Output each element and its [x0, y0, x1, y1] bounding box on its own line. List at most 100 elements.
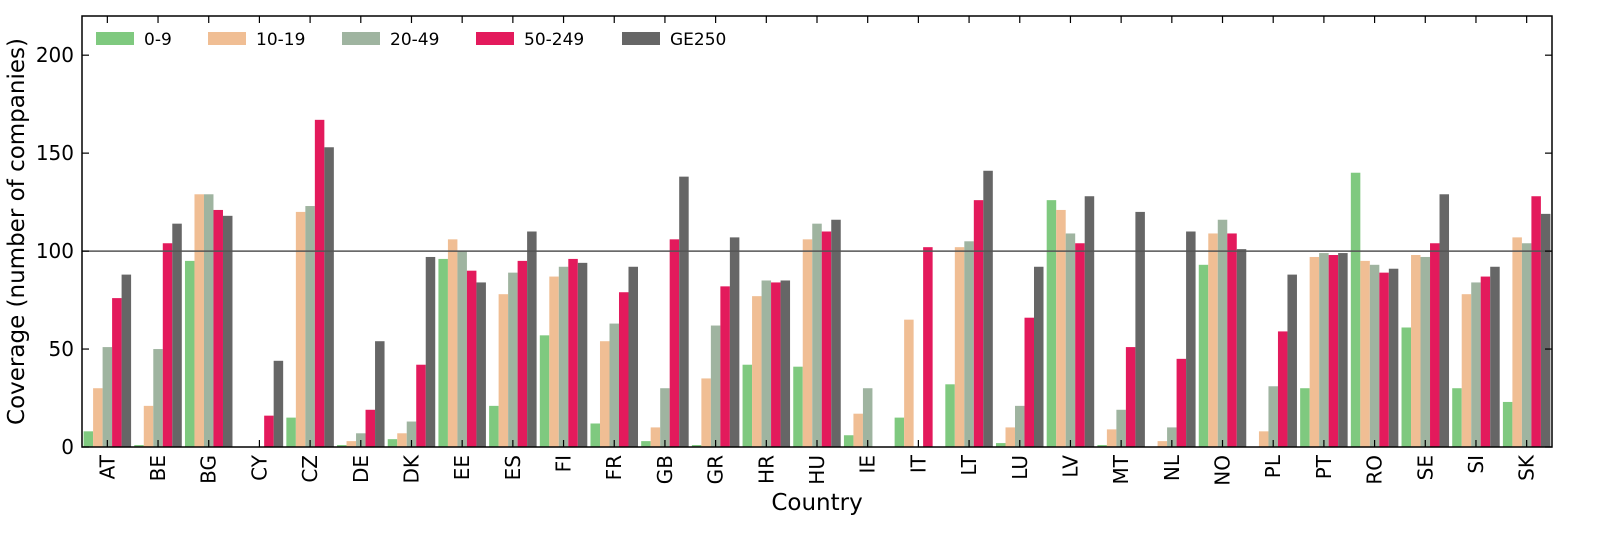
bar-BG-50-249: [213, 209, 223, 447]
bar-GR-GE250: [729, 237, 740, 447]
x-axis-title: Country: [771, 490, 862, 516]
bar-ES-10-19: [498, 294, 509, 447]
y-tick-label: 200: [36, 43, 74, 67]
bar-IT-10-19: [904, 319, 914, 447]
bar-FI-GE250: [577, 262, 588, 447]
bar-EE-50-249: [466, 270, 477, 447]
bar-ES-50-249: [517, 260, 528, 447]
x-tick-label-GR: GR: [704, 455, 728, 484]
x-tick-label-PT: PT: [1312, 454, 1336, 479]
legend-swatch-10-19: [208, 32, 246, 45]
legend-swatch-GE250: [622, 32, 660, 45]
bar-NO-50-249: [1227, 233, 1237, 447]
bar-GB-GE250: [679, 176, 689, 448]
bar-GB-50-249: [669, 239, 680, 447]
bar-RO-0-9: [1350, 172, 1361, 447]
bar-HU-GE250: [831, 219, 841, 447]
bar-NO-10-19: [1208, 233, 1218, 447]
bar-DK-10-19: [397, 433, 407, 447]
bar-FR-0-9: [590, 423, 600, 447]
bar-CZ-20-49: [305, 206, 315, 447]
bar-FR-10-19: [599, 341, 610, 447]
x-tick-label-CY: CY: [247, 454, 271, 481]
bar-RO-10-19: [1360, 260, 1370, 447]
bar-AT-GE250: [121, 274, 132, 447]
bar-GB-10-19: [650, 427, 661, 447]
x-tick-label-FI: FI: [552, 455, 576, 472]
x-tick-label-GB: GB: [653, 455, 677, 484]
bar-CZ-50-249: [314, 119, 325, 447]
bar-RO-50-249: [1379, 272, 1389, 447]
bar-LT-10-19: [954, 247, 965, 447]
bar-HR-20-49: [761, 280, 772, 447]
bar-EE-GE250: [476, 282, 486, 447]
bar-NL-20-49: [1167, 427, 1177, 447]
bar-LU-0-9: [996, 443, 1006, 447]
bar-LU-10-19: [1005, 427, 1016, 447]
bar-SI-10-19: [1461, 294, 1472, 447]
x-tick-label-EE: EE: [450, 455, 474, 480]
bar-GR-50-249: [720, 286, 730, 447]
bar-SK-20-49: [1521, 243, 1532, 447]
legend-swatch-0-9: [96, 32, 134, 45]
bar-GB-0-9: [641, 441, 651, 447]
bar-ES-20-49: [508, 272, 518, 447]
bar-DE-10-19: [346, 441, 357, 447]
bar-LT-50-249: [973, 200, 984, 447]
bar-CZ-0-9: [286, 417, 296, 447]
bar-PT-50-249: [1328, 255, 1339, 447]
x-tick-label-IT: IT: [906, 454, 930, 473]
bar-LV-10-19: [1056, 209, 1066, 447]
bar-AT-10-19: [93, 388, 103, 447]
y-tick-label: 50: [49, 337, 74, 361]
x-tick-label-CZ: CZ: [298, 455, 322, 483]
bar-NO-0-9: [1198, 264, 1209, 447]
bar-AT-0-9: [83, 431, 94, 447]
bar-BG-GE250: [222, 215, 233, 447]
bar-SK-10-19: [1512, 237, 1522, 447]
bar-IE-20-49: [862, 388, 873, 447]
bar-SE-50-249: [1430, 243, 1440, 447]
bar-DE-50-249: [365, 409, 376, 447]
x-tick-label-ES: ES: [501, 455, 525, 480]
bar-IE-0-9: [843, 435, 854, 447]
bar-PT-GE250: [1338, 253, 1348, 447]
bar-LT-20-49: [964, 241, 974, 447]
bar-BG-20-49: [203, 194, 214, 447]
bar-SI-50-249: [1480, 276, 1491, 447]
y-axis-title: Coverage (number of companies): [4, 38, 30, 425]
bar-LT-0-9: [945, 384, 955, 447]
bar-LU-50-249: [1024, 317, 1035, 447]
bar-MT-10-19: [1106, 429, 1117, 447]
bar-LU-GE250: [1034, 266, 1044, 447]
bar-SK-50-249: [1531, 196, 1541, 447]
bar-EE-10-19: [447, 239, 458, 447]
bar-FR-20-49: [609, 323, 619, 447]
bar-NL-10-19: [1157, 441, 1168, 447]
x-tick-label-MT: MT: [1109, 454, 1133, 484]
legend-label-20-49: 20-49: [390, 30, 439, 50]
bar-BE-10-19: [143, 405, 154, 447]
bar-MT-20-49: [1116, 409, 1126, 447]
bar-SE-10-19: [1411, 255, 1421, 447]
bar-NL-GE250: [1186, 231, 1196, 447]
bar-GR-10-19: [701, 378, 711, 447]
bar-RO-GE250: [1388, 268, 1399, 447]
x-tick-label-NO: NO: [1211, 455, 1235, 486]
bar-EE-20-49: [457, 251, 467, 447]
bar-IT-50-249: [923, 247, 933, 447]
bar-LV-50-249: [1075, 243, 1085, 447]
legend-swatch-50-249: [476, 32, 514, 45]
bar-HU-0-9: [793, 366, 803, 447]
bars-group: [83, 119, 1551, 448]
bar-PT-0-9: [1300, 388, 1310, 447]
bar-EE-0-9: [438, 258, 448, 447]
bar-CZ-GE250: [324, 147, 334, 447]
x-tick-label-IE: IE: [856, 455, 880, 474]
bar-AT-50-249: [112, 298, 122, 447]
x-tick-label-DE: DE: [349, 455, 373, 483]
x-tick-label-DK: DK: [399, 454, 423, 483]
bar-LV-20-49: [1065, 233, 1076, 447]
bar-GR-20-49: [710, 325, 721, 447]
x-tick-label-BE: BE: [146, 455, 170, 481]
